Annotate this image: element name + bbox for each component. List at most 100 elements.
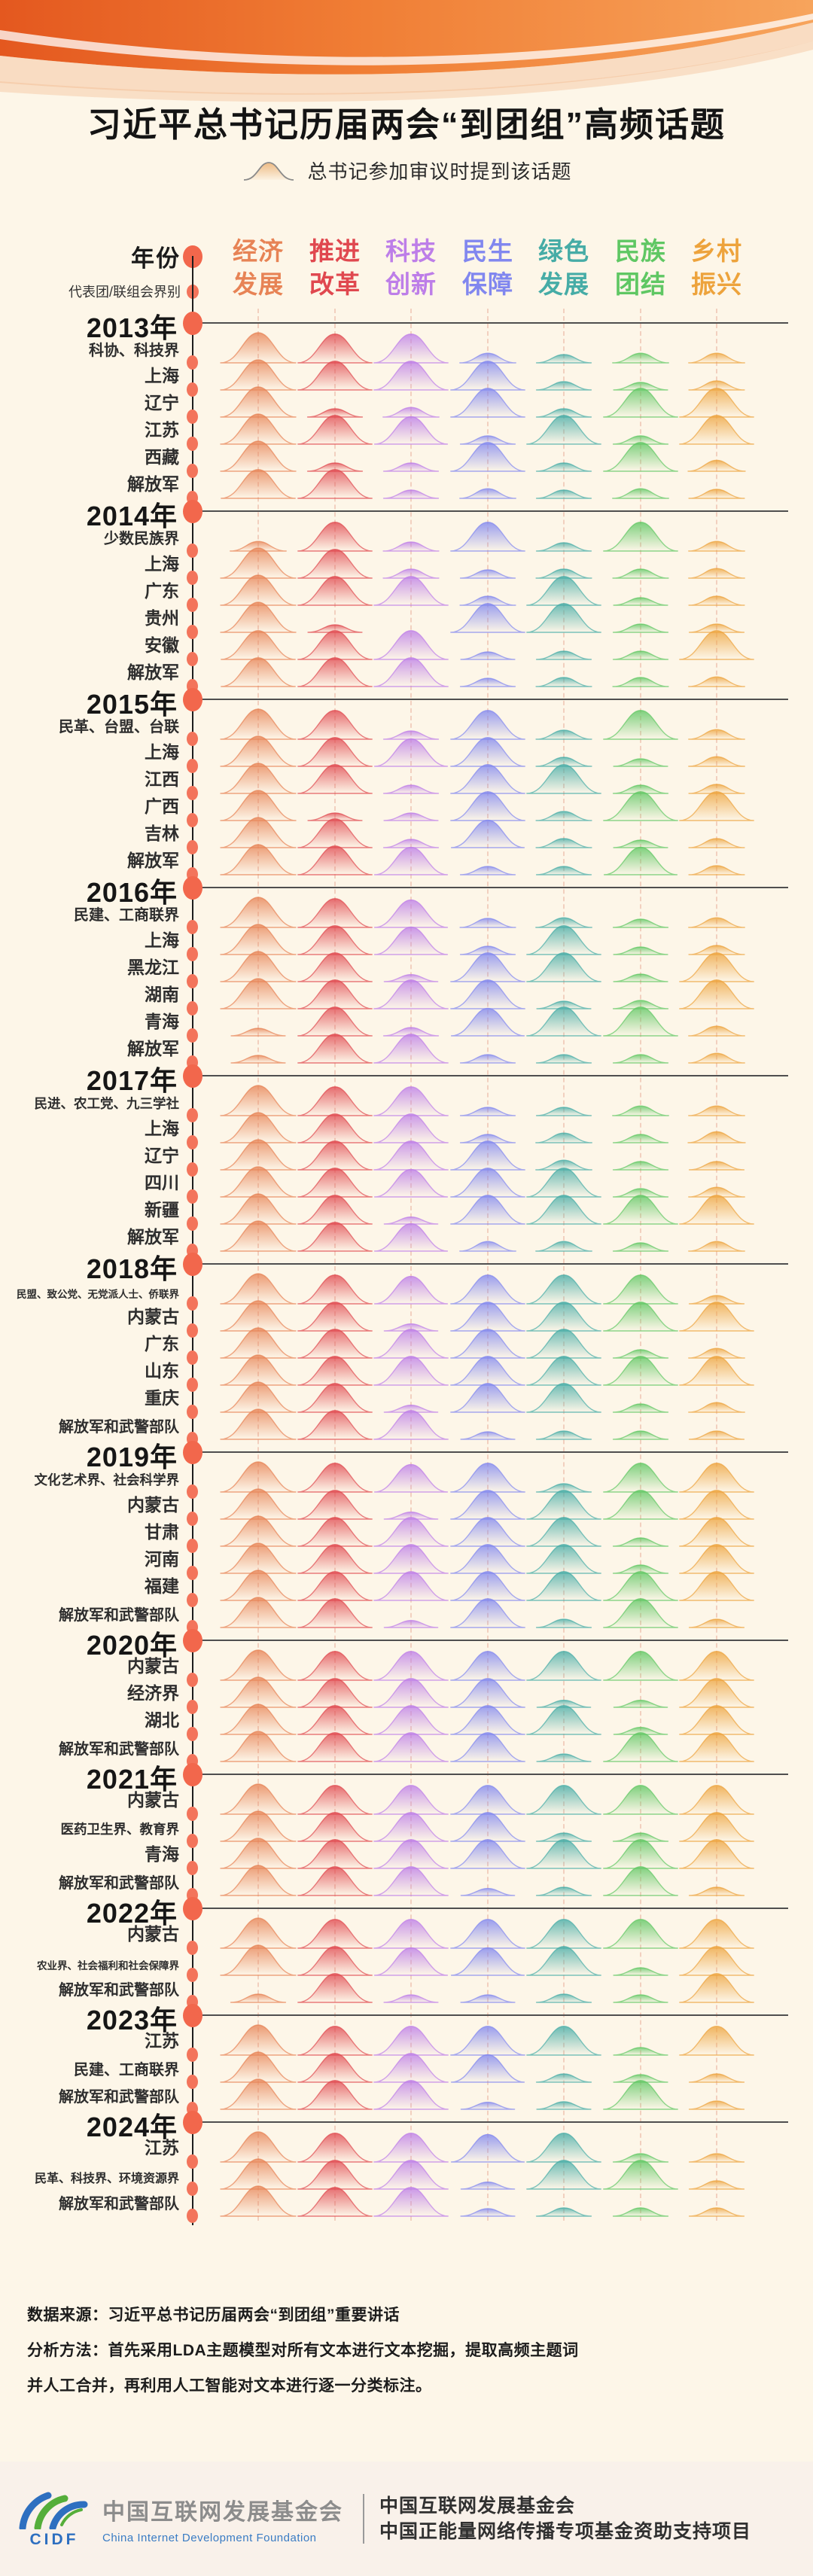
- data-source-line: 数据来源：习近平总书记历届两会“到团组”重要讲话: [27, 2306, 400, 2324]
- delegation-label: 解放军和武警部队: [59, 2088, 179, 2106]
- year-divider: [193, 1907, 788, 1909]
- timeline-axis: [192, 255, 193, 2225]
- timeline-row-dot: [187, 1377, 198, 1392]
- delegation-label: 重庆: [145, 1387, 179, 1408]
- ridge-legend-icon: [244, 161, 294, 181]
- timeline-row-dot: [187, 355, 198, 370]
- delegation-label: 甘肃: [145, 1521, 179, 1542]
- delegation-row: 四川: [0, 1166, 813, 1204]
- delegation-label: 民革、科技界、环境资源界: [34, 2172, 179, 2185]
- axis-year-label: 年份: [131, 245, 181, 272]
- timeline-row-dot: [187, 1940, 198, 1955]
- timeline-row-dot: [187, 919, 198, 934]
- timeline-year-dot: [183, 1064, 202, 1088]
- timeline-row-dot: [187, 1000, 198, 1015]
- year-row: 2020年: [0, 1628, 813, 1661]
- delegation-row: 甘肃: [0, 1515, 813, 1553]
- year-row: 2017年: [0, 1063, 813, 1096]
- delegation-row: 广东: [0, 574, 813, 612]
- timeline-row-dot: [187, 2208, 198, 2223]
- year-row: 2019年: [0, 1439, 813, 1472]
- delegation-row: 新疆: [0, 1193, 813, 1231]
- timeline-row-dot: [187, 1296, 198, 1311]
- delegation-row: 上海: [0, 359, 813, 397]
- footer-notes: 数据来源：习近平总书记历届两会“到团组”重要讲话 分析方法：首先采用LDA主题模…: [0, 2297, 813, 2404]
- timeline-row-dot: [187, 1323, 198, 1338]
- delegation-label: 吉林: [145, 823, 179, 843]
- timeline-row-dot: [187, 1726, 198, 1741]
- timeline-row-dot: [187, 1592, 198, 1607]
- delegation-label: 江苏: [145, 2137, 179, 2157]
- year-row: 2024年: [0, 2109, 813, 2142]
- delegation-label: 内蒙古: [127, 1306, 179, 1326]
- year-label: 2014年: [86, 500, 178, 531]
- topic-header: 经济 发展: [233, 236, 284, 298]
- topic-header: 乡村 振兴: [691, 236, 742, 298]
- delegation-label: 解放军: [127, 1226, 179, 1247]
- delegation-label: 解放军和武警部队: [59, 1418, 179, 1436]
- sponsor-text: 中国互联网发展基金会 中国正能量网络传播专项基金资助支持项目: [379, 2493, 751, 2544]
- timeline-row-dot: [187, 409, 198, 424]
- delegation-row: 广东: [0, 1327, 813, 1365]
- year-row: 2016年: [0, 875, 813, 908]
- delegation-label: 安徽: [145, 635, 179, 655]
- column-guide: [487, 308, 489, 2221]
- delegation-row: 西藏: [0, 440, 813, 478]
- delegation-label: 湖南: [145, 984, 179, 1004]
- delegation-label: 内蒙古: [127, 1494, 179, 1515]
- year-row: 2013年: [0, 310, 813, 343]
- delegation-label: 解放军和武警部队: [59, 1981, 179, 1999]
- delegation-label: 上海: [145, 741, 179, 762]
- delegation-label: 文化艺术界、社会科学界: [34, 1472, 180, 1487]
- cidf-logo-icon: [19, 2492, 88, 2529]
- org-name-en: China Internet Development Foundation: [102, 2532, 317, 2544]
- delegation-label: 江苏: [145, 419, 179, 440]
- timeline-row-dot: [187, 1216, 198, 1231]
- delegation-row: 吉林: [0, 817, 813, 854]
- delegation-label: 解放军: [127, 662, 179, 682]
- delegation-label: 四川: [145, 1172, 179, 1192]
- year-row: 2014年: [0, 498, 813, 531]
- org-name-cn: 中国互联网发展基金会: [102, 2500, 343, 2525]
- timeline-row-dot: [187, 785, 198, 800]
- delegation-row: 上海: [0, 735, 813, 773]
- delegation-label: 广东: [145, 580, 179, 601]
- year-label: 2023年: [86, 2004, 178, 2036]
- delegation-label: 上海: [145, 1118, 179, 1138]
- delegation-row: 江西: [0, 763, 813, 800]
- delegation-label: 福建: [145, 1576, 179, 1596]
- delegation-label: 江西: [145, 769, 179, 789]
- year-divider: [193, 1639, 788, 1641]
- year-label: 2020年: [86, 1629, 178, 1661]
- timeline-row-dot: [187, 2074, 198, 2089]
- timeline-year-dot: [183, 311, 202, 335]
- delegation-label: 少数民族界: [104, 530, 179, 547]
- cidf-acronym: CIDF: [29, 2531, 79, 2548]
- timeline-row-dot: [187, 463, 198, 478]
- timeline-row-dot: [187, 2154, 198, 2169]
- delegation-row: 辽宁: [0, 386, 813, 424]
- timeline-year-dot: [183, 1762, 202, 1786]
- topic-header: 民生 保障: [462, 236, 513, 298]
- timeline-row-dot: [187, 812, 198, 827]
- timeline-row-dot: [187, 1484, 198, 1499]
- delegation-label: 贵州: [145, 607, 179, 628]
- year-divider: [193, 886, 788, 888]
- delegation-row: 辽宁: [0, 1139, 813, 1177]
- delegation-row: 内蒙古: [0, 1488, 813, 1526]
- timeline-year-dot: [183, 1252, 202, 1276]
- delegation-label: 解放军: [127, 1038, 179, 1058]
- header-wave-graphic: [0, 0, 813, 102]
- delegation-row: 江苏: [0, 2024, 813, 2062]
- delegation-row: 青海: [0, 1838, 813, 1875]
- year-divider: [193, 2121, 788, 2123]
- timeline-row-dot: [187, 1860, 198, 1875]
- timeline-row-dot: [187, 1404, 198, 1419]
- year-label: 2015年: [86, 688, 178, 720]
- delegation-row: 民盟、致公党、无党派人士、侨联界: [0, 1273, 813, 1311]
- method-line-2: 并人工合并，再利用人工智能对文本进行逐一分类标注。: [27, 2377, 432, 2395]
- delegation-label: 内蒙古: [127, 1655, 179, 1676]
- year-divider: [193, 698, 788, 700]
- delegation-label: 上海: [145, 930, 179, 950]
- delegation-label: 辽宁: [145, 1145, 179, 1165]
